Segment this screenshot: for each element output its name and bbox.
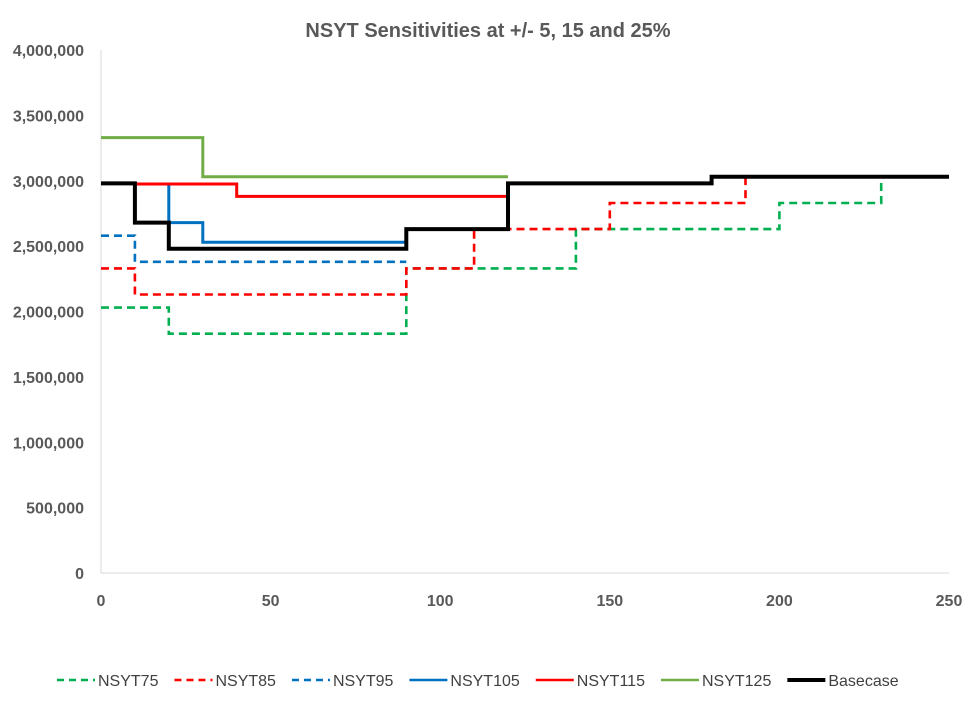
series-line-nsyt105	[167, 183, 407, 244]
x-tick-label: 250	[936, 593, 963, 610]
series-line-nsyt75	[101, 176, 883, 336]
x-tick-label: 200	[766, 593, 793, 610]
y-tick-label: 0	[75, 566, 84, 583]
series-line-nsyt115	[134, 182, 508, 198]
legend-label-nsyt115: NSYT115	[577, 673, 645, 690]
plot-area	[101, 136, 949, 336]
y-tick-label: 4,000,000	[13, 43, 84, 60]
y-tick-label: 2,000,000	[13, 305, 84, 322]
series-line-nsyt95	[101, 234, 407, 264]
legend-label-nsyt105: NSYT105	[450, 673, 519, 690]
legend-label-nsyt95: NSYT95	[333, 673, 394, 690]
y-tick-label: 3,000,000	[13, 174, 84, 191]
y-tick-label: 1,500,000	[13, 370, 84, 387]
axes: 0 500,000 1,000,000 1,500,000 2,000,000 2,500…	[13, 43, 963, 610]
series-line-basecase	[101, 174, 949, 251]
x-tick-label: 0	[97, 593, 106, 610]
series-line-nsyt125	[101, 136, 508, 179]
chart-title: NSYT Sensitivities at +/- 5, 15 and 25%	[305, 20, 670, 42]
x-tick-label: 50	[262, 593, 280, 610]
x-tick-label: 150	[596, 593, 623, 610]
series-line-nsyt85	[101, 176, 747, 296]
legend-label-nsyt125: NSYT125	[702, 673, 771, 690]
legend-label-nsyt75: NSYT75	[98, 673, 159, 690]
y-tick-label: 500,000	[26, 501, 84, 518]
x-tick-label: 100	[427, 593, 454, 610]
legend: NSYT75 NSYT85 NSYT95 NSYT105 NSYT115 NSYT125 B…	[57, 673, 899, 690]
y-tick-label: 3,500,000	[13, 108, 84, 125]
y-tick-label: 1,000,000	[13, 435, 84, 452]
y-tick-label: 2,500,000	[13, 239, 84, 256]
legend-label-basecase: Basecase	[828, 673, 898, 690]
legend-label-nsyt85: NSYT85	[215, 673, 276, 690]
